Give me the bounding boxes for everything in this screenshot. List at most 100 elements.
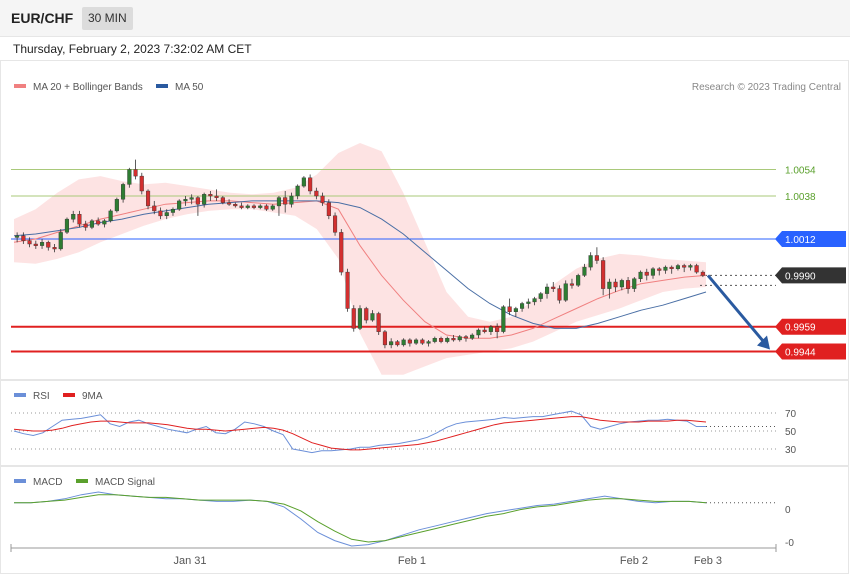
candle	[14, 232, 20, 243]
candle-body	[476, 329, 481, 336]
level-label-support: 0.9944	[785, 348, 816, 359]
candle-body	[457, 336, 462, 341]
level-label-resistance: 1.0038	[785, 192, 816, 203]
x-tick-label: Jan 31	[173, 555, 206, 567]
candle	[233, 202, 238, 208]
candle-body	[333, 215, 338, 233]
candle	[133, 159, 138, 180]
candle	[650, 267, 655, 279]
candle-body	[601, 260, 606, 289]
level-tag-support	[775, 318, 846, 335]
candle	[239, 202, 244, 210]
candle	[414, 338, 419, 345]
ma50-line	[13, 200, 707, 329]
candle-body	[569, 283, 574, 286]
level-label-pivot: 1.0012	[785, 235, 816, 246]
candle-body	[439, 338, 444, 342]
candle	[195, 195, 200, 216]
ma20-line	[13, 200, 707, 339]
candle	[170, 207, 176, 216]
candle-body	[64, 218, 69, 233]
candle	[407, 338, 412, 347]
candle	[46, 240, 51, 251]
candle-body	[108, 210, 113, 221]
candle-body	[233, 203, 238, 207]
candle	[351, 305, 356, 332]
candle-body	[526, 301, 531, 304]
candle	[220, 195, 225, 205]
rsi-tick-label: 50	[785, 427, 797, 438]
candle	[283, 191, 288, 213]
candle	[226, 199, 232, 206]
candle	[376, 311, 381, 335]
candle-body	[688, 265, 693, 268]
candle-body	[295, 185, 300, 197]
candle	[526, 298, 531, 309]
level-label-support: 0.9959	[785, 323, 816, 334]
candle	[520, 301, 525, 312]
candle-body	[657, 268, 662, 271]
candle-body	[619, 280, 624, 288]
candle	[58, 229, 63, 251]
candle	[357, 305, 363, 331]
candle	[27, 237, 32, 248]
candle-body	[133, 169, 138, 177]
candle-body	[102, 220, 107, 225]
candle	[451, 334, 456, 342]
candle-body	[482, 329, 487, 332]
candle	[320, 192, 325, 206]
candle-body	[682, 265, 687, 268]
moving-averages	[13, 200, 707, 339]
forecast-arrow-head	[757, 335, 770, 350]
candle-body	[470, 334, 475, 339]
candle-body	[426, 341, 431, 344]
candle	[682, 263, 687, 273]
candle	[401, 338, 406, 347]
legend-rsi: RSI 9MA	[14, 391, 103, 402]
candle-body	[495, 326, 500, 332]
candle-body	[320, 195, 325, 203]
candle	[183, 195, 188, 206]
candle-body	[202, 194, 207, 205]
candle-body	[364, 308, 369, 321]
candle-body	[145, 190, 151, 207]
candle-body	[382, 331, 388, 346]
candle	[276, 195, 282, 216]
candle-body	[389, 341, 394, 346]
candle-body	[208, 194, 213, 197]
ma20-legend-swatch	[14, 84, 26, 88]
candle	[214, 189, 219, 201]
candle-body	[52, 247, 57, 250]
rsi-ma-line	[13, 416, 707, 451]
macd-signal-legend-label: MACD Signal	[95, 477, 155, 488]
macd-tick-label: 0	[785, 505, 791, 516]
candle-body	[669, 266, 674, 270]
candle-body	[675, 265, 680, 269]
candle	[71, 210, 76, 223]
candle	[102, 219, 107, 228]
candle-body	[501, 306, 506, 332]
candle	[594, 247, 599, 264]
candle	[432, 336, 437, 344]
candle-body	[607, 281, 612, 289]
candle-body	[21, 235, 26, 241]
candle	[108, 209, 113, 223]
candle	[445, 336, 450, 344]
candle	[538, 291, 543, 302]
candle-body	[420, 339, 425, 344]
candle-body	[520, 303, 525, 309]
ma50-legend-swatch	[156, 84, 168, 88]
candle-body	[33, 243, 38, 246]
candle-body	[164, 212, 169, 216]
bollinger-band	[14, 143, 706, 375]
candle-body	[127, 169, 132, 185]
candle	[545, 283, 550, 299]
candle	[513, 306, 518, 317]
candle	[364, 306, 369, 324]
candle	[644, 268, 649, 281]
candle-body	[77, 213, 82, 225]
candle-body	[626, 280, 631, 289]
candle-body	[538, 293, 543, 299]
timeframe-button[interactable]: 30 MIN	[82, 7, 133, 30]
candle	[557, 285, 562, 304]
